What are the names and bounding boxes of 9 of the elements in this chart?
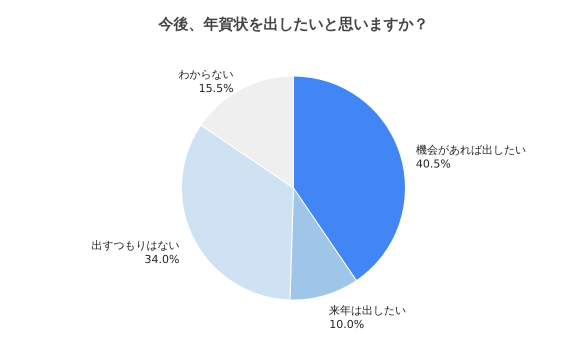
data-label: 34.0% bbox=[144, 253, 180, 266]
slice-label: 機会があれば出したい bbox=[416, 143, 526, 156]
data-label: 15.5% bbox=[198, 82, 234, 95]
data-label: 10.0% bbox=[329, 318, 364, 331]
slice-label: わからない bbox=[178, 68, 234, 81]
slice-label: 出すつもりはない bbox=[91, 239, 180, 252]
slice-label: 来年は出したい bbox=[329, 304, 406, 317]
data-label: 40.5% bbox=[416, 157, 451, 170]
chart-title: 今後、年賀状を出したいと思いますか？ bbox=[158, 15, 428, 33]
